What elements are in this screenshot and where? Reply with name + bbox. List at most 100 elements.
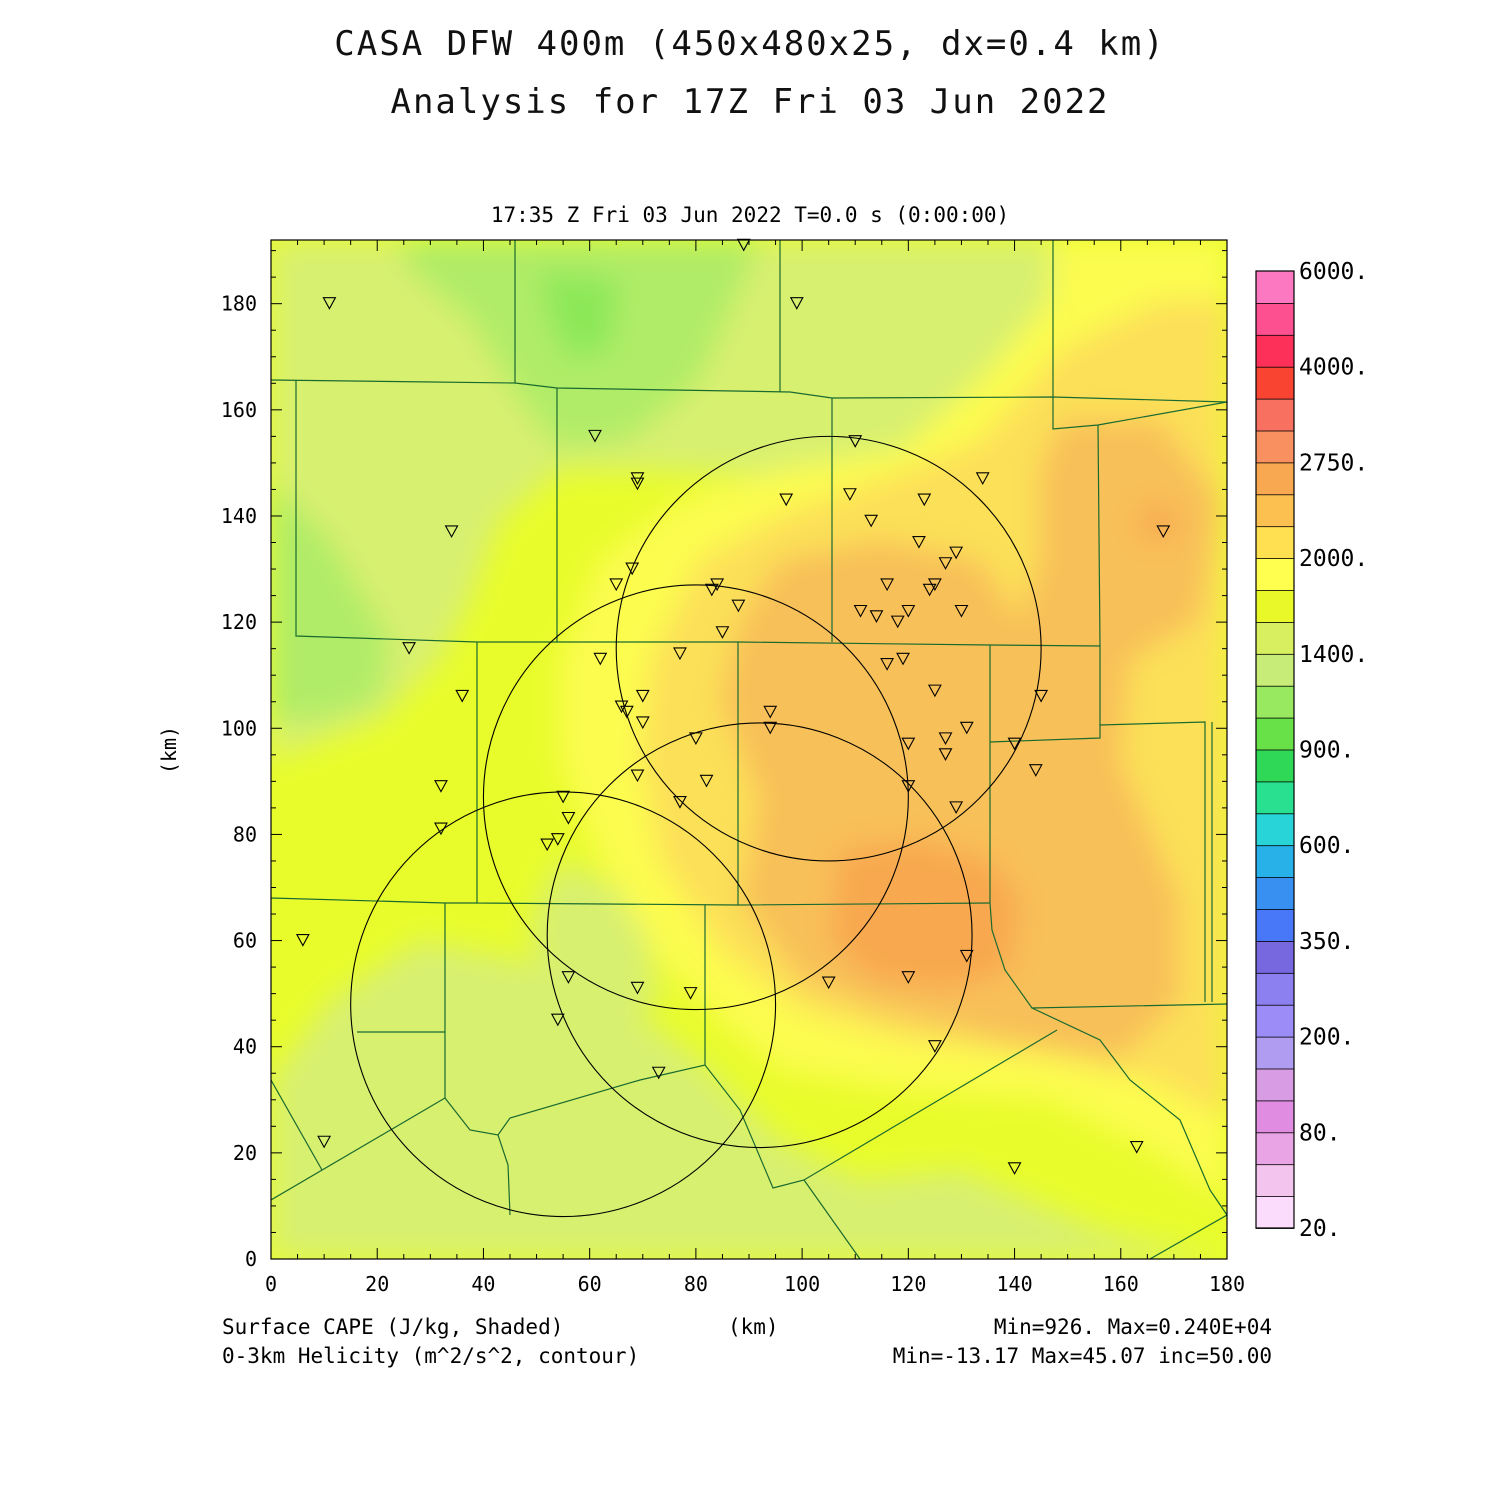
colorbar-swatch	[1255, 749, 1295, 783]
station-marker	[842, 488, 857, 501]
footer-range-2: Min=-13.17 Max=45.07 inc=50.00	[892, 1344, 1272, 1368]
colorbar-label: 2000.	[1299, 546, 1368, 572]
station-marker	[853, 604, 868, 618]
colorbar-label: 350.	[1299, 929, 1354, 955]
station-marker	[789, 297, 804, 310]
station-marker	[540, 838, 555, 852]
station-marker	[880, 578, 895, 592]
radar-range-ring	[482, 584, 909, 1011]
y-tick-label: 80	[233, 822, 257, 846]
station-marker	[917, 493, 932, 507]
colorbar-swatch	[1255, 781, 1295, 815]
station-marker	[864, 514, 879, 528]
station-marker	[736, 238, 751, 252]
station-marker	[402, 642, 417, 655]
colorbar-swatch	[1255, 461, 1295, 496]
station-marker	[949, 546, 964, 560]
station-marker	[1034, 689, 1049, 703]
station-markers	[295, 238, 1171, 1175]
station-marker	[1156, 525, 1171, 539]
footer-field-2: 0-3km Helicity (m^2/s^2, contour)	[222, 1344, 640, 1368]
station-marker	[959, 949, 974, 963]
radar-range-ring	[546, 722, 973, 1149]
x-tick-label: 80	[684, 1272, 708, 1296]
station-marker	[975, 472, 990, 485]
station-marker	[295, 934, 310, 947]
y-tick-label: 60	[233, 929, 257, 953]
colorbar-swatch	[1255, 717, 1295, 751]
radar-range-rings	[350, 435, 1042, 1218]
colorbar-swatch	[1255, 908, 1295, 942]
station-marker	[317, 1135, 332, 1149]
station-marker	[625, 562, 640, 576]
station-marker	[1007, 737, 1022, 751]
station-marker	[1007, 1162, 1022, 1175]
station-marker	[880, 658, 895, 671]
station-marker	[550, 1013, 565, 1027]
station-marker	[699, 774, 714, 788]
x-tick-label: 120	[890, 1272, 926, 1296]
colorbar-swatch	[1255, 334, 1295, 368]
footer-field-1: Surface CAPE (J/kg, Shaded)	[222, 1315, 564, 1339]
colorbar-label: 2750.	[1299, 450, 1368, 476]
x-tick-label: 180	[1209, 1272, 1245, 1296]
station-marker	[673, 647, 687, 661]
colorbar-swatch	[1255, 1036, 1295, 1070]
station-marker	[763, 721, 778, 735]
colorbar: 20. 80. 200. 350. 600. 900. 1400. 2000. 2750. 400…	[1255, 259, 1368, 1242]
station-marker	[927, 684, 942, 698]
station-marker	[959, 721, 974, 735]
colorbar-swatch	[1255, 270, 1295, 304]
x-tick-label: 0	[265, 1272, 277, 1296]
station-marker	[588, 429, 602, 443]
colorbar-swatch	[1255, 812, 1295, 847]
valid-time-subtitle: 17:35 Z Fri 03 Jun 2022 T=0.0 s (0:00:00…	[490, 203, 1010, 227]
colorbar-swatch	[1255, 589, 1295, 623]
colorbar-swatch	[1255, 972, 1295, 1006]
x-tick-label: 140	[996, 1272, 1032, 1296]
y-tick-label: 0	[245, 1247, 257, 1271]
colorbar-swatch	[1255, 557, 1295, 591]
station-marker	[434, 780, 448, 793]
station-marker	[927, 1040, 942, 1053]
station-marker	[901, 971, 916, 984]
y-tick-label: 20	[233, 1141, 257, 1165]
axes: 0 20 40 60 80 100 120 140 160 180 0 20 40 60 80 100 120 1…	[221, 240, 1245, 1296]
station-marker	[938, 557, 953, 570]
station-marker	[922, 583, 937, 597]
y-tick-label: 120	[221, 610, 257, 634]
station-marker	[779, 493, 794, 507]
colorbar-label: 4000.	[1299, 355, 1368, 381]
station-marker	[630, 769, 645, 783]
station-marker	[593, 652, 608, 666]
station-marker	[848, 435, 863, 448]
colorbar-swatch	[1255, 876, 1295, 910]
y-tick-label: 160	[221, 398, 257, 422]
colorbar-label: 600.	[1299, 833, 1354, 859]
station-marker	[901, 780, 916, 793]
colorbar-swatch	[1255, 430, 1295, 464]
station-marker	[635, 689, 650, 703]
station-marker	[609, 578, 624, 592]
colorbar-swatch	[1255, 844, 1295, 879]
station-marker	[630, 477, 645, 491]
colorbar-swatch	[1255, 398, 1295, 432]
radar-range-ring	[350, 791, 777, 1218]
station-marker	[556, 790, 571, 804]
station-marker	[1129, 1141, 1144, 1154]
footer-range-1: Min=926. Max=0.240E+04	[993, 1315, 1272, 1339]
station-marker	[901, 737, 916, 751]
colorbar-label: 6000.	[1299, 259, 1368, 285]
colorbar-swatch	[1255, 1131, 1295, 1166]
y-axis-label: (km)	[157, 726, 181, 774]
station-marker	[890, 615, 905, 629]
colorbar-swatch	[1255, 685, 1295, 719]
x-tick-label: 60	[578, 1272, 602, 1296]
colorbar-label: 1400.	[1299, 642, 1368, 668]
y-tick-label: 140	[221, 504, 257, 528]
x-tick-label: 40	[471, 1272, 495, 1296]
colorbar-label: 80.	[1299, 1120, 1341, 1146]
colorbar-swatch	[1255, 493, 1295, 528]
x-tick-label: 100	[784, 1272, 820, 1296]
station-marker	[901, 604, 916, 618]
